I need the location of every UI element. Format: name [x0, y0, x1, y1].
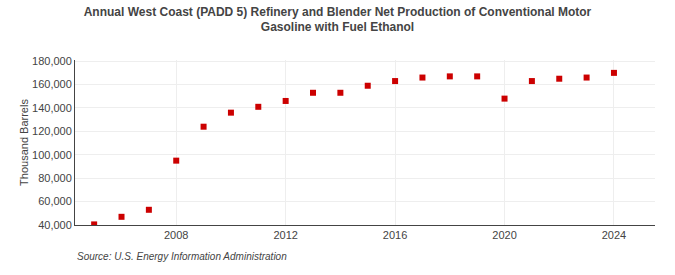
svg-text:160,000: 160,000: [32, 78, 72, 90]
svg-text:120,000: 120,000: [32, 125, 72, 137]
svg-text:180,000: 180,000: [32, 55, 72, 67]
svg-text:Annual West Coast (PADD 5) Ref: Annual West Coast (PADD 5) Refinery and …: [84, 5, 592, 35]
svg-text:80,000: 80,000: [38, 172, 72, 184]
svg-text:2024: 2024: [602, 229, 626, 241]
svg-text:100,000: 100,000: [32, 149, 72, 161]
svg-text:2016: 2016: [383, 229, 407, 241]
svg-text:140,000: 140,000: [32, 102, 72, 114]
svg-text:Thousand Barrels: Thousand Barrels: [18, 99, 30, 186]
svg-text:2012: 2012: [273, 229, 297, 241]
svg-text:2008: 2008: [164, 229, 188, 241]
svg-text:2020: 2020: [492, 229, 516, 241]
svg-text:40,000: 40,000: [38, 219, 72, 231]
svg-text:Source: U.S. Energy Informatio: Source: U.S. Energy Information Administ…: [77, 251, 287, 262]
svg-text:60,000: 60,000: [38, 195, 72, 207]
